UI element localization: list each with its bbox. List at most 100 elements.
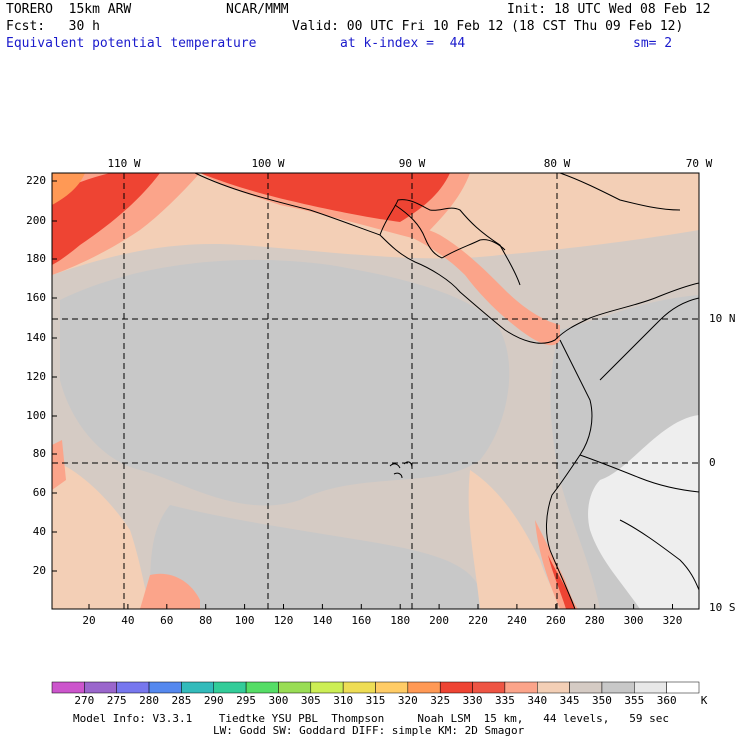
left-axis-label: 20 <box>32 564 46 577</box>
left-axis-label: 80 <box>32 447 46 460</box>
colorbar-swatch <box>666 681 700 694</box>
left-axis-label: 40 <box>32 525 46 538</box>
tick-marks <box>52 180 673 609</box>
level-info: at k-index = 44 <box>340 36 466 51</box>
colorbar-label: 345 <box>559 694 580 707</box>
colorbar-swatch <box>472 681 506 694</box>
top-axis-label: 90 W <box>398 157 426 170</box>
bottom-axis-label: 300 <box>623 614 644 627</box>
bottom-axis-label: 120 <box>273 614 294 627</box>
bottom-axis-label: 200 <box>429 614 450 627</box>
colorbar-label: 290 <box>203 694 224 707</box>
colorbar-label: 315 <box>365 694 386 707</box>
colorbar-label: 310 <box>333 694 354 707</box>
colorbar-label: 320 <box>397 694 418 707</box>
init-time: Init: 18 UTC Wed 08 Feb 12 <box>507 2 711 17</box>
colorbar-label: 280 <box>139 694 159 707</box>
colorbar-swatch <box>84 681 117 694</box>
colorbar-swatch <box>310 681 344 694</box>
left-axis-label: 200 <box>26 214 46 227</box>
left-axis-label: 100 <box>26 409 46 422</box>
bottom-axis-label: 180 <box>390 614 411 627</box>
colorbar-swatch <box>116 681 150 694</box>
cool-region <box>60 259 510 506</box>
colorbar-swatch <box>342 681 376 694</box>
bottom-axis-label: 140 <box>312 614 333 627</box>
smoothing-info: sm= 2 <box>633 36 673 51</box>
colorbar-label: 330 <box>462 694 483 707</box>
hot-region-central-america <box>395 225 560 346</box>
bottom-axis-label: 160 <box>351 614 372 627</box>
colorbar-label: 270 <box>74 694 95 707</box>
top-axis-label: 100 W <box>251 157 285 170</box>
forecast-hour: Fcst: 30 h <box>6 19 100 34</box>
colorbar-label: 305 <box>300 694 321 707</box>
warm-band-sw <box>52 460 150 609</box>
left-axis-label: 220 <box>26 174 46 187</box>
hot-region-west-edge <box>52 440 66 490</box>
red-region-nw <box>52 173 160 265</box>
colorbar-swatch <box>407 681 441 694</box>
colorbar-swatch <box>148 681 182 694</box>
orange-region-nw <box>52 173 85 205</box>
field-name: Equivalent potential temperature <box>6 36 257 51</box>
bottom-axis-label: 60 <box>160 614 174 627</box>
right-axis-label: 0 <box>709 456 716 469</box>
colorbar-label: 350 <box>592 694 612 707</box>
colorbar-label: 285 <box>171 694 192 707</box>
colorbar-swatch <box>181 681 214 694</box>
physics-info: LW: Godd SW: Goddard DIFF: simple KM: 2D… <box>213 724 525 737</box>
colorbar-swatch <box>504 681 538 694</box>
colorbar-swatch <box>537 681 570 694</box>
colorbar-label: 355 <box>624 694 645 707</box>
coastlines <box>194 172 700 610</box>
coastline-gulf <box>379 199 521 286</box>
hot-region-south <box>140 573 200 609</box>
colorbar-swatch <box>634 681 667 694</box>
colorbar-swatch <box>213 681 247 694</box>
red-region-mexico <box>200 173 450 222</box>
model-info: Model Info: V3.3.1 Tiedtke YSU PBL Thomp… <box>73 712 670 725</box>
bottom-axis-label: 100 <box>234 614 255 627</box>
bottom-axis-label: 260 <box>545 614 566 627</box>
left-axis-label: 60 <box>32 486 46 499</box>
colorbar-swatch <box>245 681 279 694</box>
colorbar-swatch <box>278 681 312 694</box>
bottom-axis-label: 240 <box>506 614 527 627</box>
colorbar-label: 275 <box>106 694 127 707</box>
colorbar-swatch <box>569 681 603 694</box>
map-frame <box>51 172 700 610</box>
border-colombia-ecuador <box>579 454 700 493</box>
colorbar-swatch <box>375 681 409 694</box>
colorbar-label: 340 <box>527 694 548 707</box>
warm-band-pacific <box>468 470 565 609</box>
border-honduras <box>441 239 506 259</box>
white-region-amazon <box>588 415 699 609</box>
bottom-axis-label: 80 <box>199 614 213 627</box>
map-field <box>52 173 699 609</box>
valid-time: Valid: 00 UTC Fri 10 Feb 12 (18 CST Thu … <box>292 19 684 34</box>
top-axis-label: 80 W <box>543 157 571 170</box>
colorbar-label: 295 <box>236 694 257 707</box>
center-name: NCAR/MMM <box>226 2 289 17</box>
bottom-axis-label: 280 <box>584 614 605 627</box>
colorbar-label: 360 <box>656 694 677 707</box>
left-axis-label: 180 <box>26 252 46 265</box>
colorbar-label: 300 <box>268 694 289 707</box>
coastline-colombia <box>546 339 593 610</box>
right-axis-label: 10 S <box>709 601 736 614</box>
left-axis-label: 160 <box>26 291 46 304</box>
red-region-peru <box>548 555 575 609</box>
model-name: TORERO 15km ARW <box>6 2 132 17</box>
colorbar-swatch <box>601 681 635 694</box>
colorbar-unit: K <box>700 694 708 707</box>
graticule <box>52 173 699 609</box>
left-axis-label: 120 <box>26 370 46 383</box>
cool-region-south <box>150 505 480 609</box>
colorbar <box>51 681 700 694</box>
top-axis-label: 70 W <box>685 157 713 170</box>
left-axis-label: 140 <box>26 331 46 344</box>
bottom-axis-label: 220 <box>468 614 488 627</box>
coastline-mexico <box>194 172 700 344</box>
